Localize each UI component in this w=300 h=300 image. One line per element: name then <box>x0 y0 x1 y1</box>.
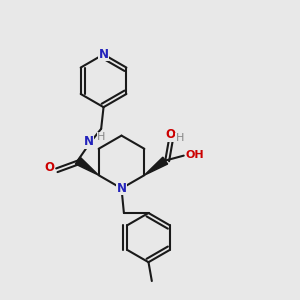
Text: N: N <box>98 48 109 61</box>
Text: H: H <box>176 133 184 143</box>
Text: O: O <box>45 161 55 174</box>
Text: N: N <box>116 182 127 195</box>
Text: O: O <box>165 128 175 141</box>
Text: H: H <box>97 132 105 142</box>
Polygon shape <box>144 157 168 175</box>
Text: OH: OH <box>186 150 204 160</box>
Text: N: N <box>84 135 94 148</box>
Polygon shape <box>75 157 99 175</box>
